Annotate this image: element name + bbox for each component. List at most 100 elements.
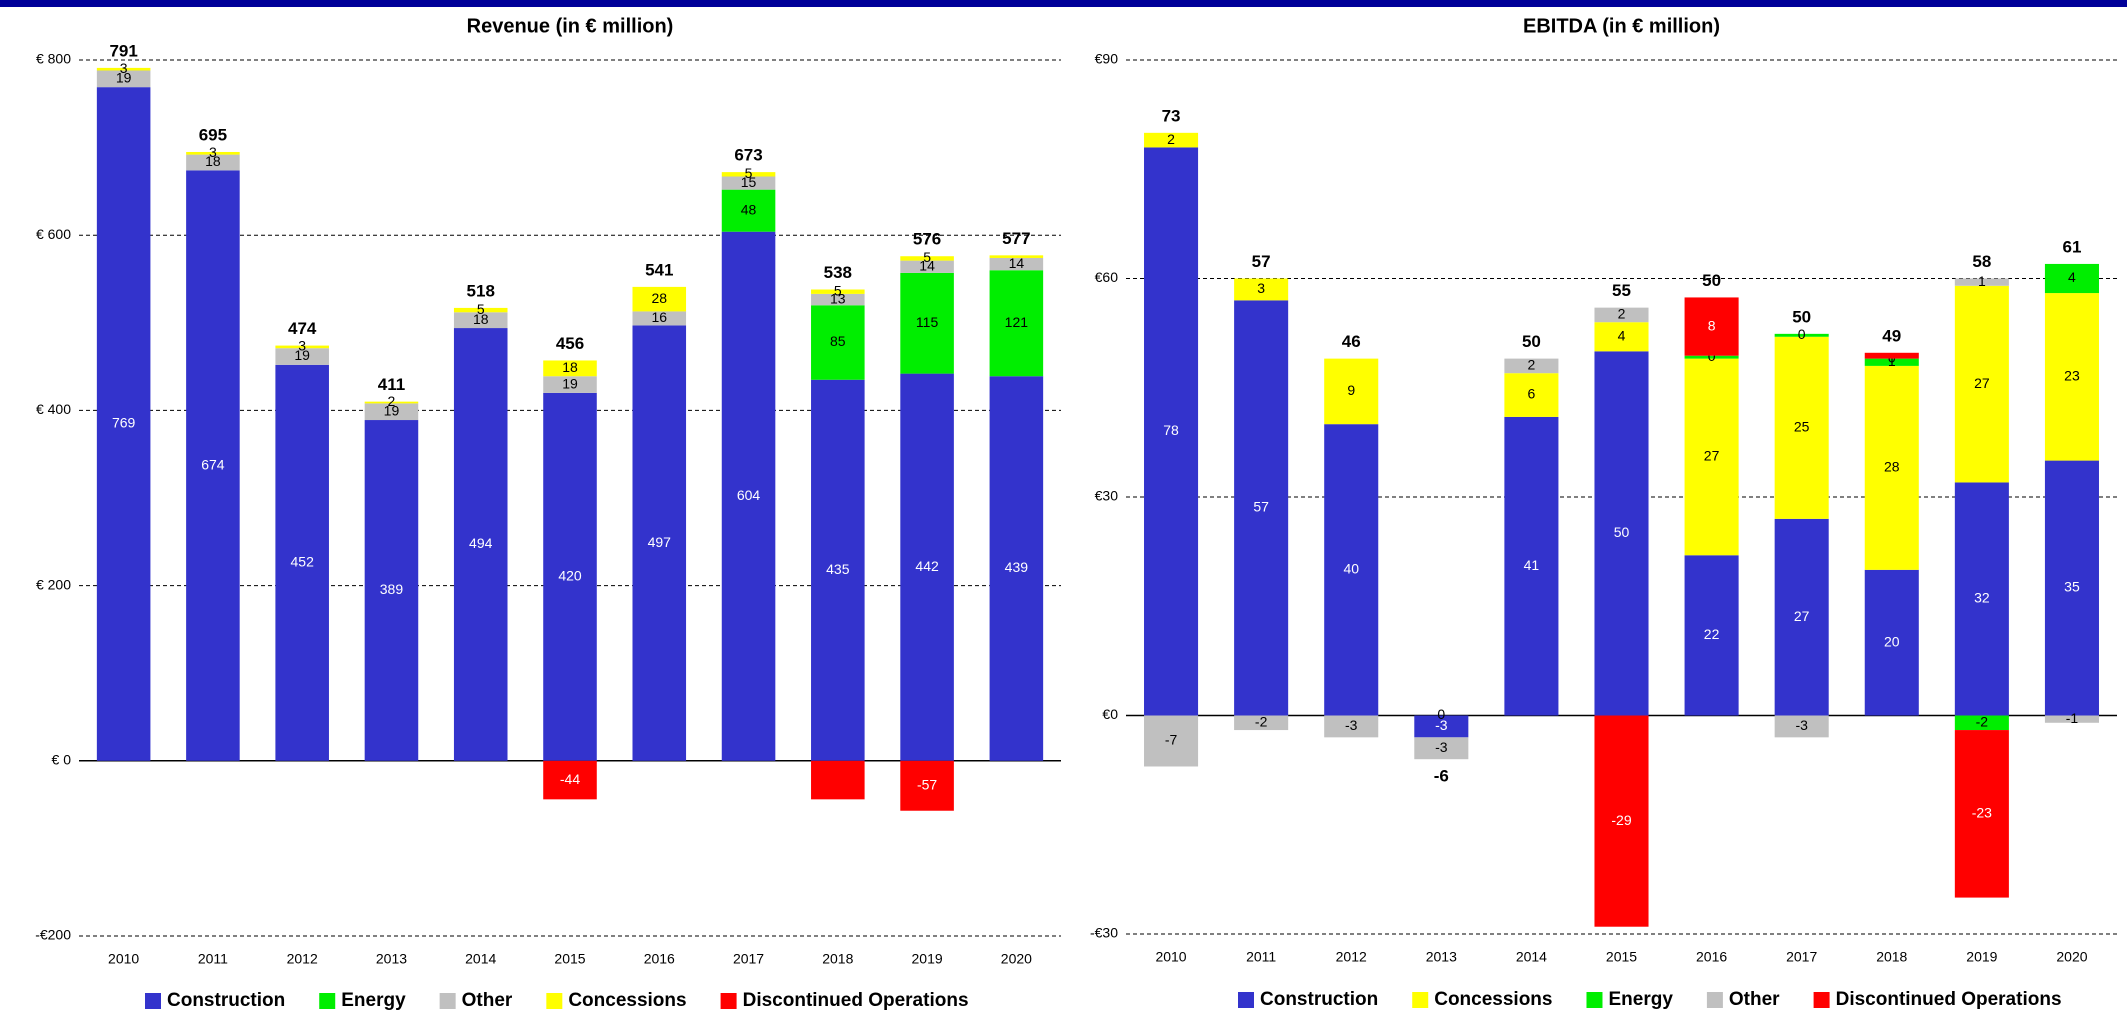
value-label: -3 <box>1795 717 1808 733</box>
value-label: 32 <box>1974 590 1990 606</box>
x-tick-label: 2015 <box>1606 949 1637 965</box>
value-label: 40 <box>1343 561 1359 577</box>
bar-segment <box>1594 715 1649 927</box>
value-label: 3 <box>298 338 306 354</box>
total-label: 55 <box>1612 281 1631 300</box>
bar-segment <box>1414 737 1469 760</box>
bar-segment <box>1504 358 1559 374</box>
value-label: 18 <box>205 153 221 169</box>
total-label: 577 <box>1002 229 1030 248</box>
x-tick-label: 2014 <box>465 951 496 967</box>
value-label: 0 <box>1798 326 1806 342</box>
bar-segment <box>186 151 240 155</box>
y-tick-label: € 400 <box>36 401 71 417</box>
legend-label: Construction <box>1260 989 1378 1010</box>
x-tick-label: 2011 <box>198 951 228 967</box>
x-tick-label: 2017 <box>1786 949 1817 965</box>
value-label: 16 <box>651 309 667 325</box>
value-label: 2 <box>388 393 396 409</box>
bar-segment <box>275 345 329 349</box>
bar-segment <box>1864 352 1919 359</box>
value-label: 9 <box>1347 382 1355 398</box>
total-label: 695 <box>199 125 227 144</box>
bar-segment <box>900 260 954 273</box>
bar-segment <box>186 154 240 171</box>
bar-segment <box>1684 297 1739 356</box>
bar-segment <box>2044 715 2099 723</box>
bar-segment <box>721 231 776 761</box>
bar-segment <box>543 760 597 800</box>
total-label: 791 <box>109 41 137 60</box>
bar-segment <box>1864 358 1919 366</box>
value-label: -1 <box>2066 710 2079 726</box>
value-label: 494 <box>469 535 493 551</box>
x-tick-label: 2013 <box>1426 949 1457 965</box>
bar-segment <box>632 311 687 326</box>
legend-label: Energy <box>1608 989 1673 1010</box>
x-tick-label: 2012 <box>287 951 318 967</box>
value-label: 2 <box>1618 306 1626 322</box>
bar-segment <box>1414 715 1469 738</box>
y-tick-label: €30 <box>1095 488 1119 504</box>
value-label: -44 <box>560 771 580 787</box>
bar-segment <box>96 70 151 88</box>
bar-segment <box>811 760 865 800</box>
bar-segment <box>1594 322 1649 352</box>
y-tick-label: -€200 <box>35 927 71 943</box>
bar-segment <box>721 189 776 232</box>
total-label: 73 <box>1162 106 1181 125</box>
value-label: 23 <box>2064 368 2080 384</box>
legend-label: Other <box>462 990 513 1011</box>
value-label: 18 <box>562 359 578 375</box>
bar-segment <box>453 312 508 329</box>
value-label: 5 <box>834 282 842 298</box>
bar-segment <box>1864 365 1919 570</box>
bar-segment <box>1234 278 1289 301</box>
value-label: -3 <box>1435 739 1448 755</box>
bar-segment <box>1144 147 1199 716</box>
y-tick-label: -€30 <box>1090 925 1118 941</box>
bar-segment <box>364 401 419 404</box>
bar-segment <box>1324 358 1379 425</box>
value-label: 15 <box>741 174 757 190</box>
bar-segment <box>1954 285 2009 483</box>
value-label: -2 <box>1255 713 1268 729</box>
bar-segment <box>721 172 776 177</box>
x-tick-label: 2018 <box>1876 949 1907 965</box>
value-label: 13 <box>830 290 846 306</box>
y-tick-label: € 800 <box>36 51 71 67</box>
y-tick-label: €0 <box>1102 706 1118 722</box>
total-label: 518 <box>467 281 495 300</box>
x-tick-label: 2015 <box>554 951 585 967</box>
total-label: 57 <box>1252 252 1271 271</box>
bar-segment <box>1954 715 2009 731</box>
value-label: 28 <box>651 290 667 306</box>
value-label: 41 <box>1524 557 1540 573</box>
value-label: 4 <box>2068 269 2076 285</box>
bar-segment <box>989 255 1044 258</box>
total-label: 411 <box>378 375 405 394</box>
legend-swatch <box>1238 992 1254 1008</box>
value-label: 5 <box>745 165 753 181</box>
bar-segment <box>1324 424 1379 716</box>
value-label: 19 <box>562 375 578 391</box>
bar-segment <box>721 176 776 190</box>
value-label: 435 <box>826 561 850 577</box>
y-tick-label: €60 <box>1095 269 1119 285</box>
total-label: 474 <box>288 319 317 338</box>
bar-segment <box>1774 715 1829 738</box>
value-label: 25 <box>1794 419 1810 435</box>
value-label: 604 <box>737 487 761 503</box>
chart-title: EBITDA (in € million) <box>1523 15 1720 37</box>
bar-segment <box>1684 555 1739 716</box>
legend-label: Concessions <box>568 990 686 1011</box>
value-label: 57 <box>1253 499 1269 515</box>
value-label: -3 <box>1435 717 1448 733</box>
legend-swatch <box>1706 992 1723 1008</box>
value-label: 28 <box>1884 459 1900 475</box>
bar-segment <box>900 272 954 374</box>
total-label: 576 <box>913 230 941 249</box>
legend-label: Other <box>1729 989 1780 1010</box>
bar-segment <box>1504 373 1559 417</box>
value-label: 8 <box>1708 317 1716 333</box>
